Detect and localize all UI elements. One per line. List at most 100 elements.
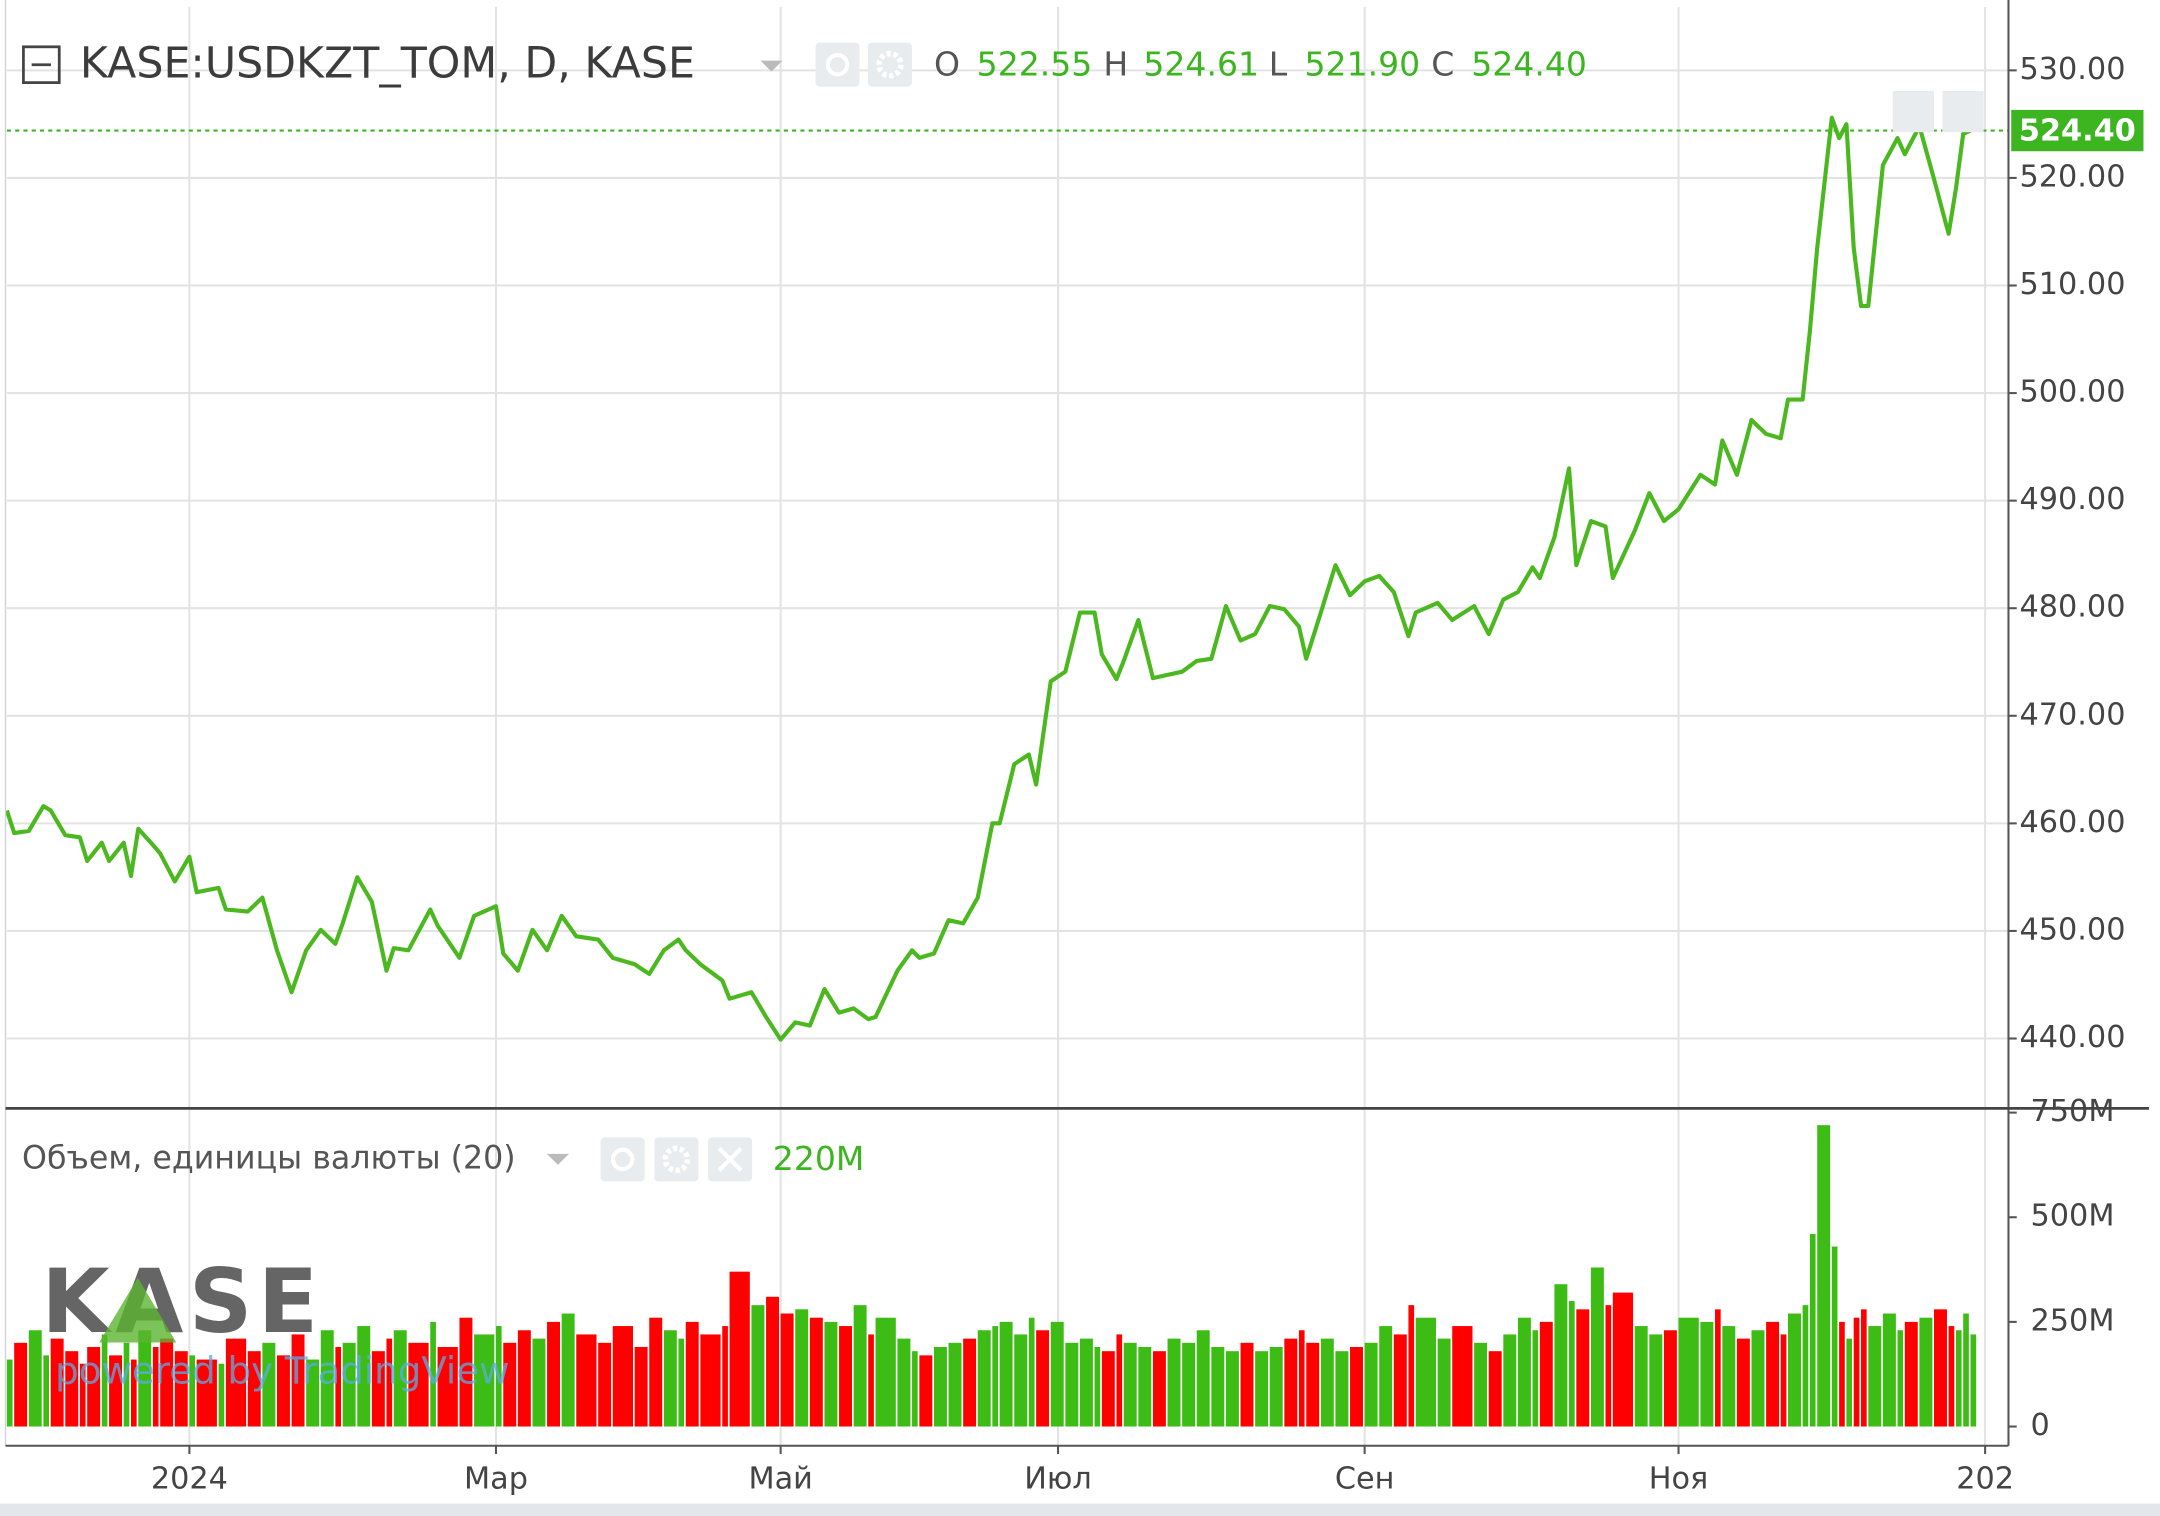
dropdown-arrow[interactable] — [546, 1153, 569, 1165]
header: KASE:USDKZT_TOM, D, KASE O 522.55 H 524.… — [22, 39, 1587, 89]
volume-bar — [1919, 1317, 1933, 1427]
settings-button[interactable] — [654, 1137, 699, 1182]
volume-bar — [963, 1338, 977, 1427]
gear-icon — [876, 50, 904, 79]
volume-bar — [824, 1321, 838, 1427]
volume-bar — [174, 1351, 188, 1427]
volume-bar — [1780, 1334, 1787, 1427]
volume-bar — [291, 1334, 305, 1427]
volume-bar — [342, 1342, 356, 1427]
volume-bar — [408, 1342, 429, 1427]
volume-bar — [1605, 1305, 1612, 1427]
watermark-text: powered by TradingView — [55, 1348, 509, 1392]
logo-mark — [99, 1277, 177, 1343]
collapse-toggle[interactable] — [22, 45, 61, 84]
volume-bar — [393, 1330, 407, 1427]
volume-bar — [306, 1359, 320, 1427]
ohlc-value: 521.90 — [1305, 45, 1421, 84]
volume-bar — [1123, 1342, 1137, 1427]
ohlc-value: 522.55 — [977, 45, 1093, 84]
volume-bar — [1393, 1334, 1407, 1427]
volume-bar — [1255, 1351, 1269, 1427]
volume-bar — [766, 1296, 780, 1427]
remove-icon — [717, 1146, 743, 1172]
volume-bar — [65, 1351, 79, 1427]
volume-bar — [1379, 1326, 1393, 1427]
volume-bar — [780, 1313, 794, 1427]
scroll-button[interactable] — [1892, 90, 1935, 133]
eye-button[interactable] — [815, 42, 860, 87]
y-tick-label: 0 — [2031, 1408, 2050, 1443]
volume-bar — [612, 1326, 634, 1427]
scroll-button[interactable] — [1942, 90, 1984, 133]
volume-bar — [875, 1317, 896, 1427]
volume-bar — [1437, 1338, 1451, 1427]
volume-bar — [1517, 1317, 1531, 1427]
volume-bar — [576, 1334, 597, 1427]
volume-bar — [1167, 1338, 1181, 1427]
volume-bar — [1948, 1326, 1955, 1427]
volume-bar — [977, 1330, 991, 1427]
volume-bar — [547, 1321, 561, 1427]
watermark: KASE powered by TradingView — [41, 1250, 509, 1392]
volume-bar — [1532, 1330, 1539, 1427]
volume-bar — [1722, 1326, 1736, 1427]
x-tick-label: Май — [748, 1462, 812, 1497]
volume-bar — [634, 1346, 648, 1427]
volume-bar — [1715, 1309, 1721, 1427]
volume-bar — [495, 1326, 502, 1427]
settings-button[interactable] — [867, 42, 912, 87]
volume-bar — [729, 1271, 750, 1427]
y-tick-label: 500M — [2031, 1199, 2115, 1234]
volume-bar — [1036, 1330, 1050, 1427]
data-layer — [4, 115, 2009, 1427]
volume-bar — [839, 1326, 853, 1427]
volume-bar — [1225, 1351, 1239, 1427]
volume-bar — [152, 1346, 159, 1427]
volume-bar — [1751, 1330, 1765, 1427]
eye-button[interactable] — [600, 1137, 645, 1182]
volume-bar — [1904, 1321, 1918, 1427]
ohlc-value: 524.61 — [1143, 45, 1259, 84]
volume-bar — [722, 1326, 728, 1427]
volume-bar — [1788, 1313, 1801, 1427]
volume-bar — [386, 1338, 393, 1427]
volume-bar — [28, 1330, 42, 1427]
volume-bar — [1474, 1342, 1488, 1427]
volume-bar — [1539, 1321, 1553, 1427]
volume-bar — [649, 1317, 663, 1427]
volume-bar — [1846, 1338, 1853, 1427]
volume-bar — [1503, 1334, 1517, 1427]
y-tick-label: 440.00 — [2019, 1020, 2125, 1055]
volume-bar — [50, 1338, 64, 1427]
volume-bar — [685, 1321, 699, 1427]
ohlc-label: H — [1103, 45, 1128, 84]
x-tick-label: Мар — [464, 1462, 528, 1497]
volume-header: Объем, единицы валюты (20) 220M — [22, 1137, 865, 1182]
volume-bar — [532, 1338, 546, 1427]
volume-bar — [1649, 1334, 1663, 1427]
volume-bar — [1576, 1309, 1590, 1427]
volume-bar — [1101, 1351, 1115, 1427]
volume-bar — [138, 1330, 152, 1427]
volume-bar — [225, 1338, 247, 1427]
volume-bar — [678, 1338, 685, 1427]
volume-bar — [371, 1351, 385, 1427]
volume-bar — [853, 1305, 867, 1427]
volume-bar — [196, 1359, 217, 1427]
gear-icon — [662, 1145, 691, 1174]
volume-bar — [1452, 1326, 1473, 1427]
volume-bar — [1700, 1321, 1714, 1427]
volume-title: Объем, единицы валюты (20) — [22, 1140, 516, 1176]
volume-bar — [948, 1342, 962, 1427]
ohlc-label: L — [1269, 45, 1288, 84]
x-tick-label: Ноя — [1649, 1462, 1709, 1497]
volume-current: 220M — [773, 1139, 865, 1178]
y-tick-label: 750M — [2031, 1094, 2115, 1129]
y-tick-label: 510.00 — [2019, 267, 2125, 302]
volume-bar — [1065, 1342, 1079, 1427]
volume-bar — [1817, 1125, 1831, 1427]
dropdown-arrow[interactable] — [760, 60, 783, 72]
